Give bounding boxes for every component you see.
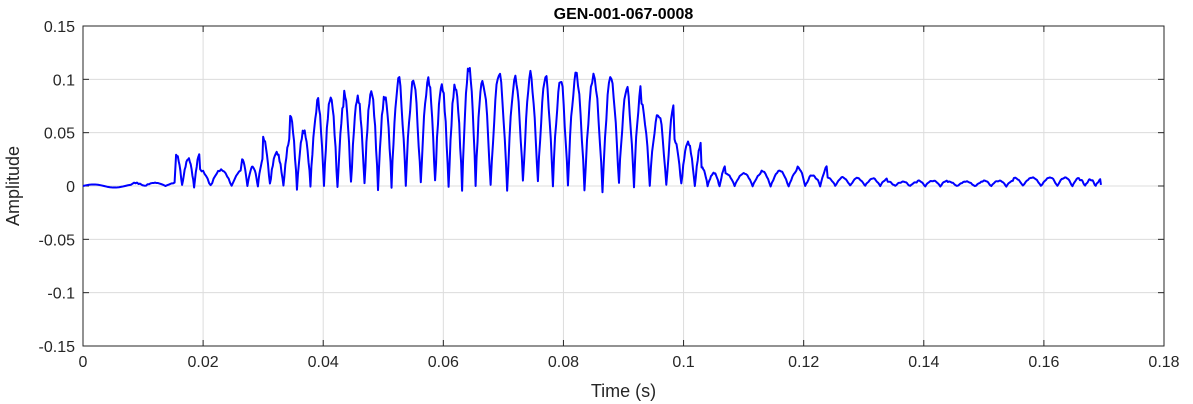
x-tick-label: 0.18 (1148, 354, 1179, 371)
amplitude-series-line (82, 66, 1102, 194)
x-tick-label: 0.16 (1028, 354, 1059, 371)
y-tick-label: 0 (66, 179, 75, 196)
x-tick-label: 0.04 (308, 354, 339, 371)
x-axis-label: Time (s) (591, 381, 656, 401)
y-axis-label: Amplitude (3, 146, 23, 226)
x-tick-label: 0.12 (788, 354, 819, 371)
x-tick-label: 0.02 (188, 354, 219, 371)
y-axis-ticks: -0.15 -0.1 -0.05 0 0.05 0.1 0.15 (39, 19, 1164, 356)
y-tick-label: -0.15 (39, 339, 76, 356)
y-tick-label: -0.1 (47, 286, 75, 303)
series-layer (82, 66, 1102, 194)
chart-title: GEN-001-067-0008 (554, 6, 694, 23)
y-tick-label: 0.05 (44, 126, 75, 143)
x-tick-label: 0.08 (548, 354, 579, 371)
x-tick-label: 0 (79, 354, 88, 371)
x-tick-label: 0.06 (428, 354, 459, 371)
x-tick-label: 0.14 (908, 354, 939, 371)
y-tick-label: 0.1 (53, 72, 75, 89)
y-tick-label: -0.05 (39, 232, 76, 249)
x-tick-label: 0.1 (672, 354, 694, 371)
y-tick-label: 0.15 (44, 19, 75, 36)
x-axis-ticks: 0 0.02 0.04 0.06 0.08 0.1 0.12 0.14 0.16 0.18 (79, 26, 1180, 371)
